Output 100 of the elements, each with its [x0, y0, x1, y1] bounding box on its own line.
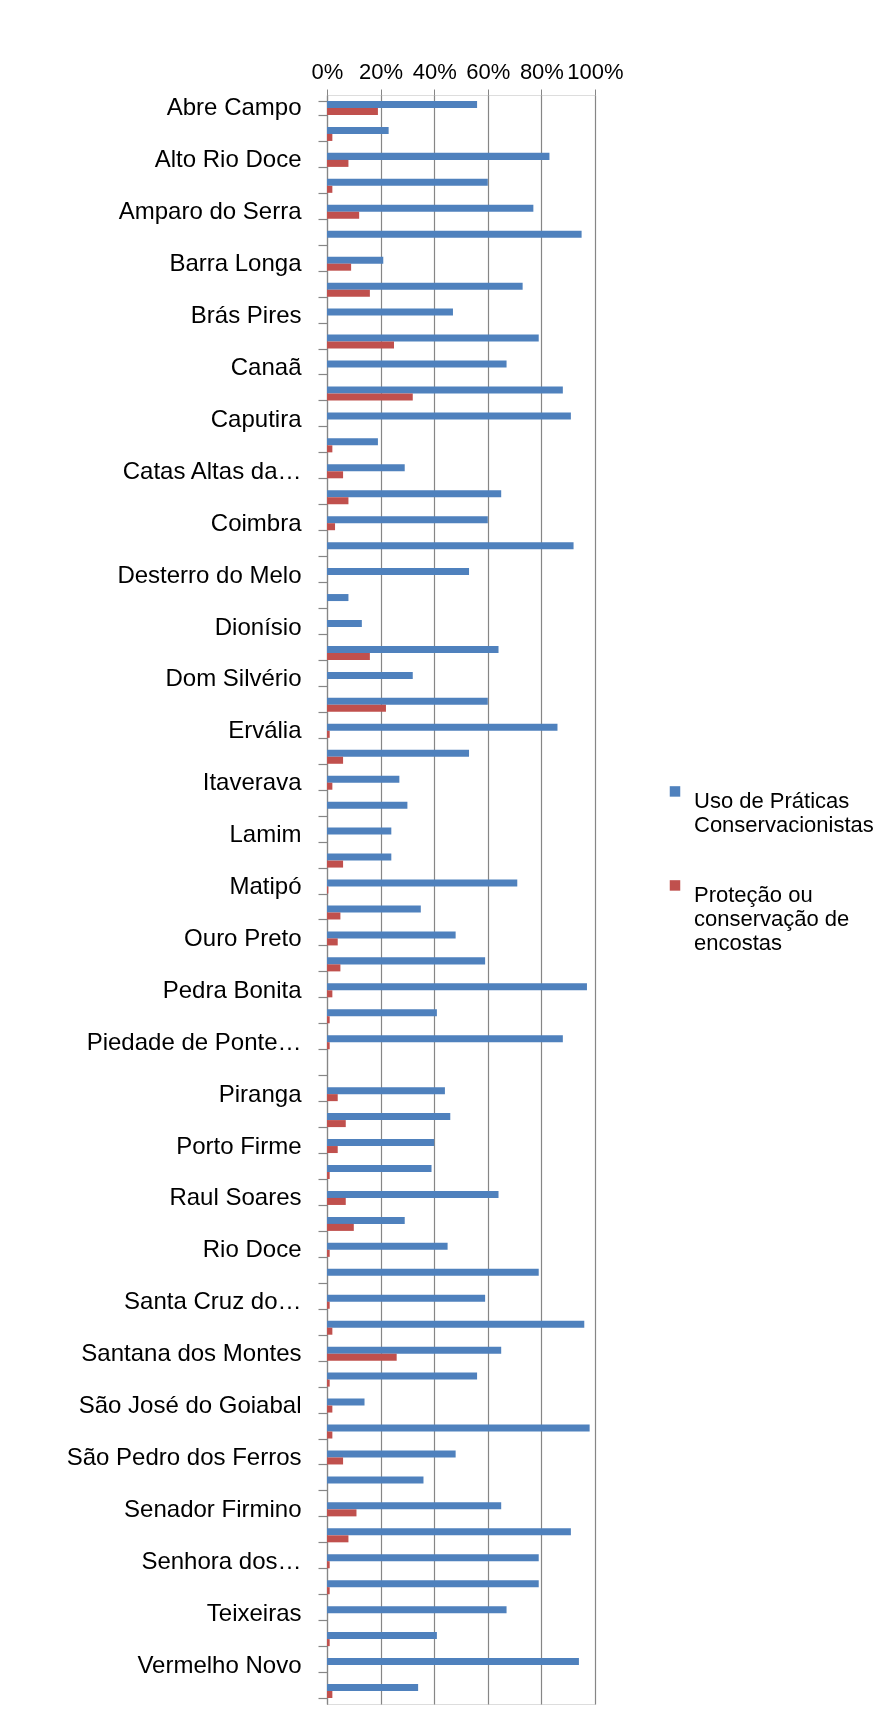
bar	[327, 126, 389, 134]
x-tick-label: 100%	[567, 58, 624, 84]
bar	[327, 905, 421, 913]
bar	[327, 211, 360, 219]
bar	[327, 1223, 354, 1231]
bar	[327, 471, 344, 479]
y-tick-label: São José do Goiabal	[78, 1391, 302, 1419]
bar	[327, 1535, 349, 1543]
bar	[327, 1580, 539, 1588]
x-tick-label: 60%	[466, 58, 511, 84]
bar	[327, 1268, 539, 1276]
bar	[327, 938, 338, 946]
bar	[327, 652, 370, 660]
x-tick-label: 80%	[519, 58, 564, 84]
bar	[327, 289, 370, 297]
bar	[327, 1587, 330, 1595]
bar	[327, 990, 333, 998]
bar	[327, 133, 333, 141]
bar	[327, 100, 478, 108]
bar	[327, 1509, 357, 1517]
bar	[327, 775, 400, 783]
bar	[327, 704, 386, 712]
bar	[327, 1606, 507, 1614]
bar	[327, 801, 408, 809]
bar	[327, 464, 405, 472]
bar	[327, 1113, 451, 1121]
y-tick-label: Senhora dos…	[141, 1546, 302, 1574]
bar	[327, 1301, 330, 1309]
bar	[327, 1094, 338, 1102]
bar	[327, 1346, 502, 1354]
y-tick-label: Barra Longa	[169, 249, 303, 277]
y-tick-label: Catas Altas da…	[122, 456, 302, 484]
y-tick-label: Porto Firme	[176, 1131, 302, 1159]
y-tick-label: Ervália	[228, 716, 303, 744]
x-tick-label: 0%	[311, 58, 344, 84]
bar	[327, 1639, 330, 1647]
y-tick-label: Caputira	[210, 404, 303, 432]
bar	[327, 671, 413, 679]
bar	[327, 256, 384, 264]
y-tick-label: Coimbra	[210, 508, 303, 536]
bar	[327, 1087, 445, 1095]
bar	[327, 1146, 338, 1154]
bar	[327, 523, 336, 531]
bar	[327, 1398, 365, 1406]
bar	[327, 386, 563, 394]
bar	[327, 983, 587, 991]
bar	[327, 1197, 346, 1205]
bar	[327, 1294, 486, 1302]
bar	[327, 645, 499, 653]
bar	[327, 1632, 437, 1640]
bar	[327, 912, 341, 920]
bar	[327, 860, 344, 868]
legend-label: Proteção ou conservação de encostas	[694, 882, 850, 956]
bar	[327, 723, 558, 731]
bar	[327, 334, 539, 342]
bar	[327, 568, 470, 576]
y-tick-label: Alto Rio Doce	[154, 145, 302, 173]
bar	[327, 341, 394, 349]
bar	[327, 1016, 330, 1024]
bar	[327, 1320, 585, 1328]
bar	[327, 1327, 333, 1335]
bar	[327, 879, 518, 887]
y-tick-label: Matipó	[229, 872, 302, 900]
bar	[327, 1009, 437, 1017]
y-tick-label: Amparo do Serra	[118, 197, 303, 225]
y-tick-label: Ouro Preto	[184, 923, 302, 951]
y-tick-label: Santa Cruz do…	[124, 1287, 302, 1315]
y-tick-label: Teixeiras	[206, 1598, 302, 1626]
bar	[327, 697, 488, 705]
y-tick-label: Desterro do Melo	[117, 560, 302, 588]
y-tick-label: Senador Firmino	[124, 1494, 302, 1522]
bar	[327, 230, 582, 238]
bar	[327, 542, 574, 550]
y-tick-label: Dionísio	[214, 612, 302, 640]
y-tick-label: São Pedro dos Ferros	[66, 1442, 302, 1470]
bar	[327, 1561, 330, 1569]
y-tick-label: Santana dos Montes	[81, 1339, 302, 1367]
bar	[327, 152, 550, 160]
legend-label: Uso de Práticas Conservacionistas	[694, 788, 874, 838]
bar	[327, 1372, 478, 1380]
bar	[327, 1431, 333, 1439]
y-tick-label: Abre Campo	[166, 93, 302, 121]
bar	[327, 1457, 344, 1465]
bar	[327, 1450, 456, 1458]
y-tick-label: Vermelho Novo	[137, 1650, 302, 1678]
x-tick-label: 40%	[412, 58, 457, 84]
bar	[327, 1139, 435, 1147]
bar	[327, 1353, 397, 1361]
bar	[327, 1476, 424, 1484]
bar	[327, 1242, 448, 1250]
bar	[327, 957, 486, 965]
bar	[327, 853, 392, 861]
bar	[327, 263, 352, 271]
bar	[327, 445, 333, 453]
y-tick-label: Rio Doce	[202, 1235, 302, 1263]
bar	[327, 1502, 502, 1510]
bar	[327, 490, 502, 498]
y-tick-label: Raul Soares	[169, 1183, 302, 1211]
y-tick-label: Pedra Bonita	[162, 975, 303, 1003]
bar	[327, 1684, 419, 1692]
